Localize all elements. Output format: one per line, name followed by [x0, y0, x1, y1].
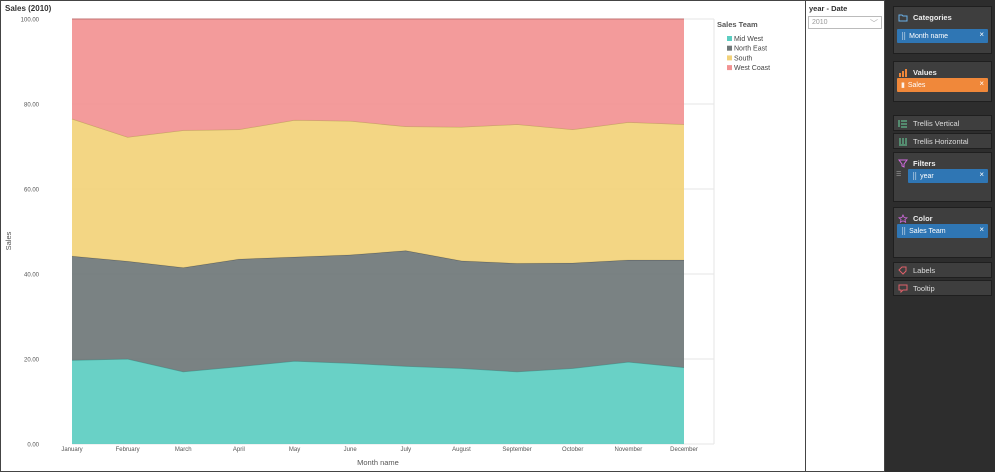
month-name-chip-label: Month name: [909, 32, 949, 40]
legend-item-mid-west: Mid West: [734, 36, 763, 43]
folder-icon: [898, 12, 908, 22]
legend-swatch-west-coast: [727, 65, 732, 71]
remove-month-name-icon[interactable]: ×: [979, 30, 984, 39]
year-slicer-panel: year - Date 2010 ﹀: [806, 0, 885, 472]
point-west-coast: [238, 18, 240, 20]
x-tick-label: October: [562, 447, 583, 453]
sales-chip[interactable]: ▮ Sales ×: [897, 78, 988, 92]
x-tick-label: December: [670, 447, 698, 453]
settings-panel: Categories ⣿ Month name × Values ▮ Sales…: [885, 0, 995, 472]
bar-icon: ▮: [901, 82, 905, 89]
area-mid-west: [72, 359, 684, 444]
trellis-vertical-item[interactable]: Trellis Vertical: [893, 115, 992, 131]
filters-section: Filters ☰ ⣿ year ×: [893, 152, 992, 202]
tooltip-item[interactable]: Tooltip: [893, 280, 992, 296]
point-west-coast: [349, 18, 351, 20]
y-axis-label: Sales: [4, 231, 13, 250]
x-tick-label: March: [175, 447, 192, 453]
x-tick-label: May: [289, 447, 300, 453]
remove-year-filter-icon[interactable]: ×: [979, 170, 984, 179]
trellis-vertical-label: Trellis Vertical: [913, 118, 960, 128]
chevron-down-icon: ﹀: [870, 19, 878, 28]
year-filter-chip[interactable]: ⣿ year ×: [908, 169, 988, 183]
y-tick-label: 0.00: [27, 443, 39, 449]
slicer-title: year - Date: [809, 4, 848, 13]
list-icon: ☰: [896, 172, 902, 178]
point-west-coast: [294, 18, 296, 20]
point-west-coast: [405, 18, 407, 20]
sales-team-chip[interactable]: ⣿ Sales Team ×: [897, 224, 988, 238]
trellis-vertical-icon: [898, 118, 908, 128]
point-west-coast: [127, 18, 129, 20]
y-tick-label: 100.00: [21, 18, 40, 24]
tooltip-icon: [898, 283, 908, 293]
remove-sales-icon[interactable]: ×: [979, 79, 984, 88]
remove-sales-team-icon[interactable]: ×: [979, 225, 984, 234]
x-tick-label: September: [502, 447, 531, 453]
area-north-east: [72, 250, 684, 372]
y-tick-label: 20.00: [24, 358, 40, 364]
y-tick-label: 80.00: [24, 103, 40, 109]
year-filter-chip-label: year: [920, 172, 934, 180]
x-tick-label: August: [452, 447, 471, 453]
categories-section: Categories ⣿ Month name ×: [893, 6, 992, 54]
point-west-coast: [572, 18, 574, 20]
legend-swatch-mid-west: [727, 36, 732, 41]
filter-icon: [898, 158, 908, 168]
area-chart[interactable]: 0.00 20.00 40.00 60.00 80.00 100.00 January Feb…: [1, 1, 807, 472]
labels-label: Labels: [913, 265, 936, 275]
bar-chart-icon: [898, 67, 908, 77]
x-tick-label: April: [233, 447, 245, 453]
values-section: Values ▮ Sales ×: [893, 61, 992, 102]
values-label: Values: [913, 67, 937, 77]
palette-icon: [898, 213, 908, 223]
y-tick-label: 40.00: [24, 273, 40, 279]
x-tick-label: July: [400, 447, 411, 453]
area-west-coast: [72, 19, 684, 138]
point-west-coast: [628, 18, 630, 20]
legend-title: Sales Team: [717, 20, 758, 29]
area-south: [72, 118, 684, 268]
grip-icon: ⣿: [901, 33, 907, 40]
legend-item-south: South: [734, 55, 752, 62]
year-dropdown-value: 2010: [812, 19, 828, 26]
grip-icon: ⣿: [912, 173, 918, 180]
color-section: Color ⣿ Sales Team ×: [893, 207, 992, 258]
point-west-coast: [182, 18, 184, 20]
trellis-horizontal-item[interactable]: Trellis Horizontal: [893, 133, 992, 149]
point-west-coast: [71, 18, 73, 20]
point-west-coast: [461, 18, 463, 20]
trellis-horizontal-label: Trellis Horizontal: [913, 136, 969, 146]
year-dropdown[interactable]: 2010 ﹀: [808, 16, 882, 29]
chart-panel[interactable]: Sales (2010) 0.00 20.00 40.00 60.00 80.00 100…: [0, 0, 806, 472]
point-west-coast: [683, 18, 685, 20]
x-tick-label: February: [116, 447, 140, 453]
x-tick-label: January: [61, 447, 82, 453]
x-tick-label: November: [615, 447, 643, 453]
sales-chip-label: Sales: [907, 81, 926, 89]
grip-icon: ⣿: [901, 228, 907, 235]
x-tick-label: June: [344, 447, 358, 453]
x-axis-label: Month name: [357, 458, 399, 467]
categories-label: Categories: [913, 12, 952, 22]
legend-item-north-east: North East: [734, 46, 767, 53]
trellis-horizontal-icon: [898, 136, 908, 146]
legend-swatch-north-east: [727, 45, 732, 51]
color-label: Color: [913, 213, 933, 223]
y-tick-label: 60.00: [24, 188, 40, 194]
legend-swatch-south: [727, 55, 732, 61]
sales-team-chip-label: Sales Team: [909, 227, 946, 235]
tooltip-label: Tooltip: [913, 283, 935, 293]
month-name-chip[interactable]: ⣿ Month name ×: [897, 29, 988, 43]
filters-label: Filters: [913, 158, 936, 168]
labels-item[interactable]: Labels: [893, 262, 992, 278]
legend-item-west-coast: West Coast: [734, 65, 770, 72]
chart-title: Sales (2010): [5, 4, 52, 13]
tag-icon: [898, 265, 908, 275]
point-west-coast: [516, 18, 518, 20]
